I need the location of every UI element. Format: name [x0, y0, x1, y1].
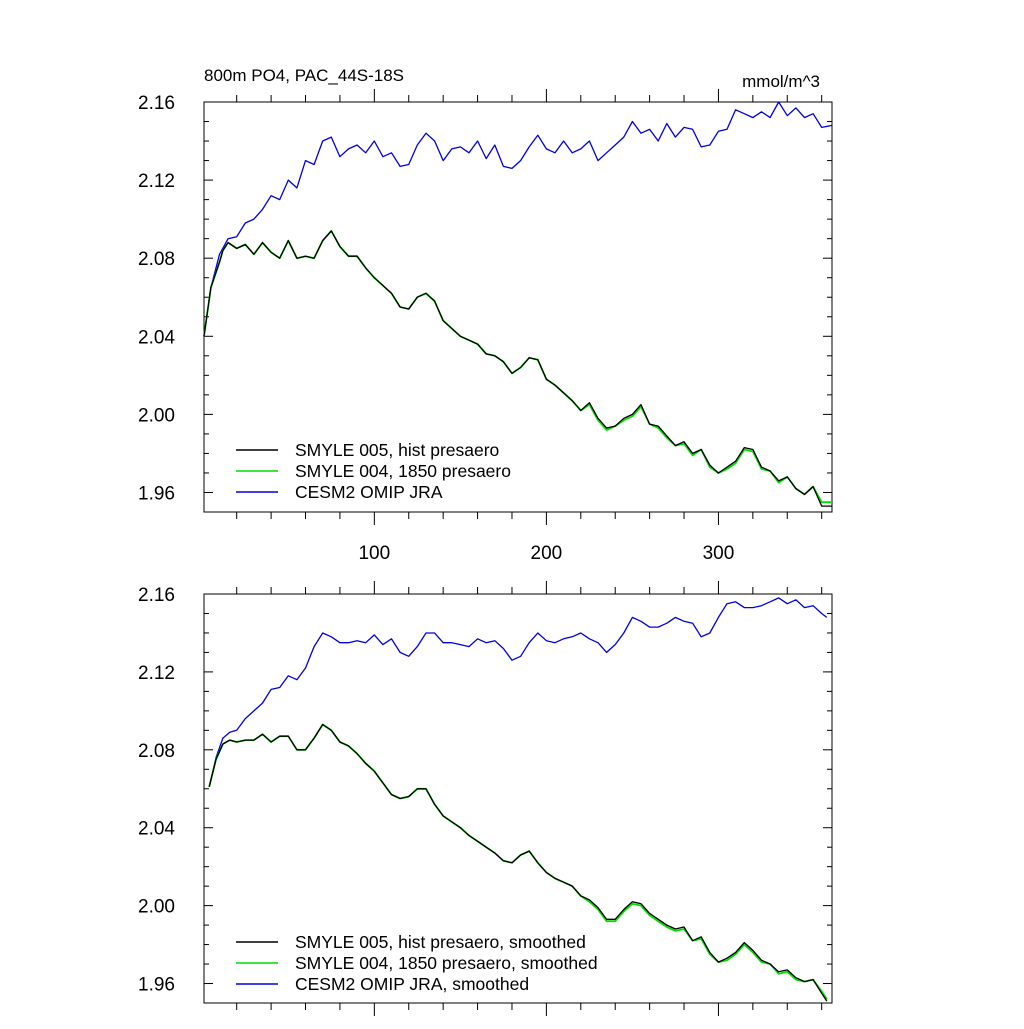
- series-line-0: [208, 723, 828, 1002]
- y-tick-label: 2.12: [138, 171, 175, 192]
- y-tick-label: 2.12: [138, 663, 175, 684]
- y-tick-label: 2.04: [138, 819, 175, 840]
- chart-title: 800m PO4, PAC_44S-18S: [204, 66, 404, 85]
- y-tick-label: 2.00: [138, 405, 175, 426]
- top-panel: 1.96 2.00 2.04 2.08 2.12 2.16 100 200 300 SMYLE 0…: [138, 89, 833, 564]
- legend-label: SMYLE 005, hist presaero: [295, 440, 499, 460]
- legend-label: SMYLE 004, 1850 presaero, smoothed: [295, 953, 598, 973]
- y-tick-label: 2.08: [138, 741, 175, 762]
- legend-label: CESM2 OMIP JRA: [295, 482, 443, 502]
- series-line-2: [208, 597, 828, 787]
- plot-frame: [203, 593, 833, 1004]
- legend-label: SMYLE 005, hist presaero, smoothed: [295, 932, 586, 952]
- series-line-2: [203, 101, 833, 337]
- y-tick-label: 2.16: [138, 93, 175, 114]
- y-tick-label: 1.96: [138, 483, 175, 504]
- legend-label: CESM2 OMIP JRA, smoothed: [295, 974, 529, 994]
- legend-label: SMYLE 004, 1850 presaero: [295, 461, 511, 481]
- units-label: mmol/m^3: [742, 72, 820, 91]
- y-tick-label: 2.04: [138, 327, 175, 348]
- y-tick-label: 1.96: [138, 975, 175, 996]
- y-tick-label: 2.08: [138, 249, 175, 270]
- series-line-0: [203, 230, 832, 507]
- plot-frame: [203, 101, 833, 513]
- x-tick-label: 200: [531, 543, 563, 564]
- x-tick-label: 300: [703, 543, 735, 564]
- y-tick-label: 2.00: [138, 897, 175, 918]
- x-tick-label: 100: [358, 543, 390, 564]
- bottom-panel: 1.96 2.00 2.04 2.08 2.12 2.16 SMYLE 005, hist …: [138, 581, 833, 1016]
- y-tick-label: 2.16: [138, 585, 175, 606]
